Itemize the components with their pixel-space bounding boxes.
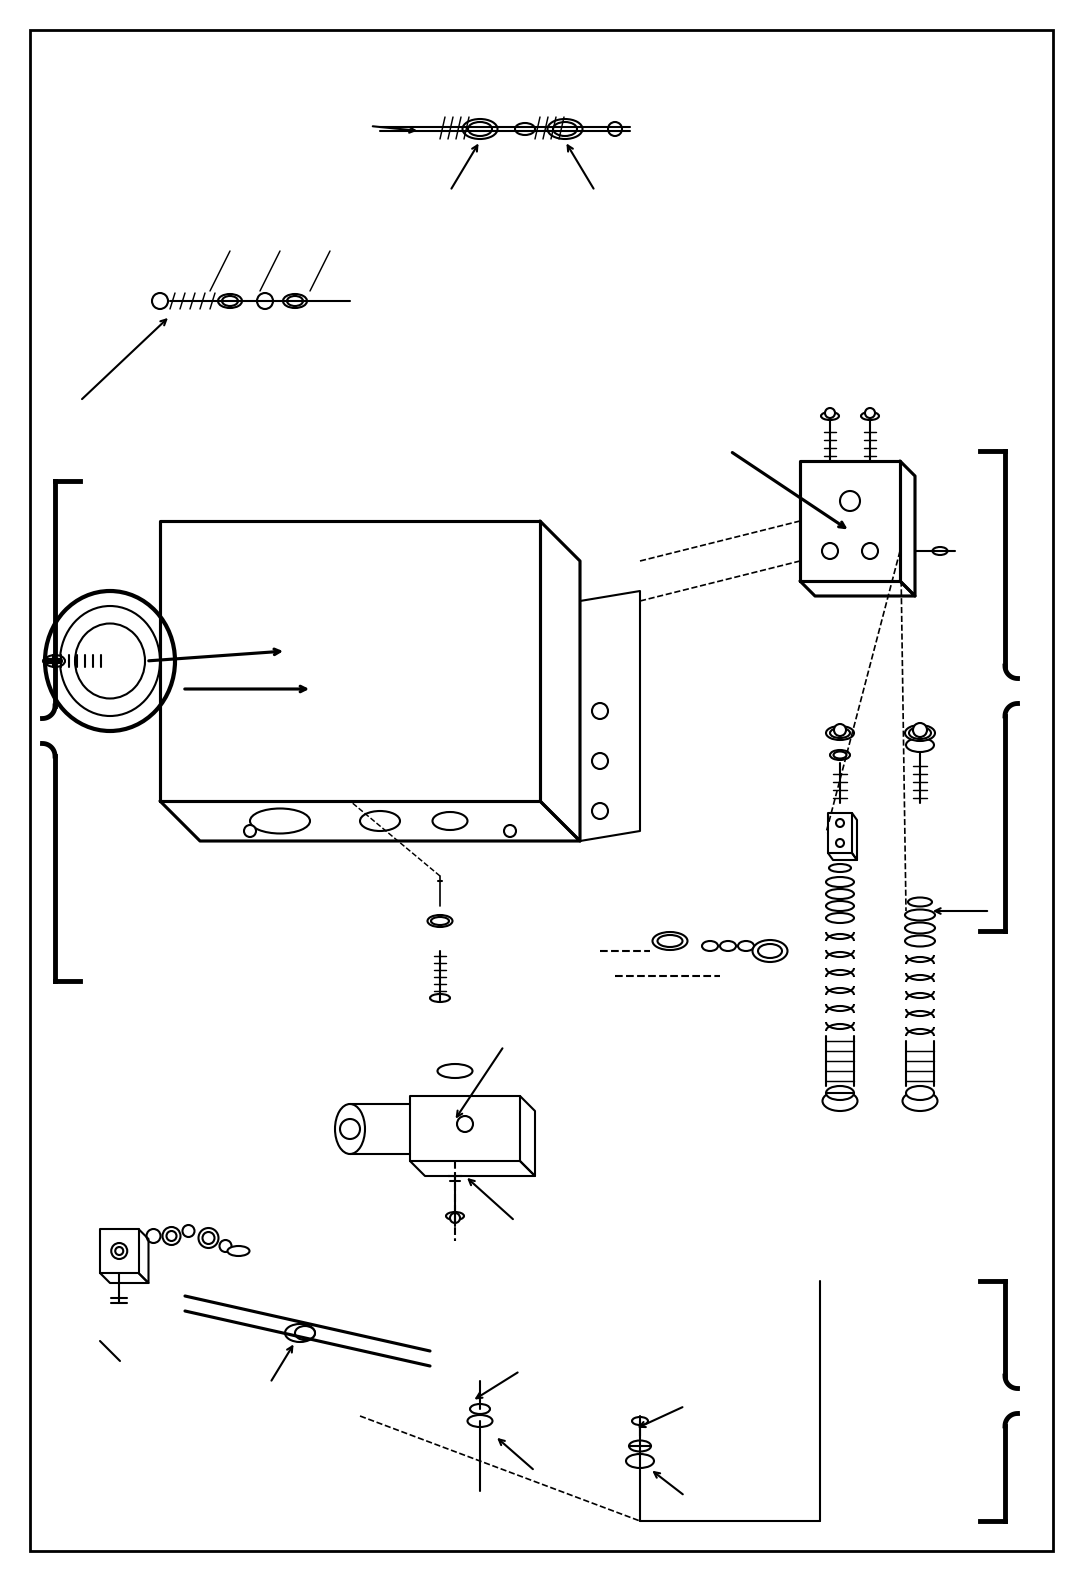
Circle shape (115, 1247, 123, 1255)
Circle shape (244, 825, 256, 836)
Ellipse shape (821, 413, 839, 421)
Circle shape (257, 292, 273, 308)
Circle shape (592, 753, 608, 768)
Ellipse shape (462, 119, 497, 139)
Ellipse shape (758, 944, 782, 958)
Ellipse shape (45, 591, 175, 730)
Circle shape (220, 1240, 232, 1252)
Ellipse shape (335, 1104, 365, 1154)
Circle shape (162, 1227, 181, 1244)
Ellipse shape (45, 655, 65, 667)
Circle shape (457, 1116, 473, 1132)
Ellipse shape (283, 294, 306, 308)
Ellipse shape (60, 606, 160, 716)
Ellipse shape (548, 119, 583, 139)
Ellipse shape (906, 738, 934, 753)
Ellipse shape (702, 941, 718, 952)
Ellipse shape (468, 1415, 493, 1428)
Ellipse shape (360, 811, 400, 832)
Ellipse shape (222, 296, 238, 307)
Circle shape (340, 1119, 360, 1138)
Circle shape (865, 408, 875, 417)
Ellipse shape (632, 1417, 648, 1424)
Ellipse shape (438, 1064, 472, 1078)
Ellipse shape (468, 122, 492, 136)
Circle shape (504, 825, 516, 836)
Circle shape (152, 292, 168, 308)
Ellipse shape (932, 547, 948, 555)
Ellipse shape (431, 917, 449, 925)
Circle shape (608, 122, 622, 136)
Ellipse shape (826, 726, 854, 740)
Circle shape (198, 1228, 219, 1247)
Ellipse shape (720, 941, 736, 952)
Circle shape (834, 724, 846, 737)
Ellipse shape (657, 934, 682, 947)
Ellipse shape (626, 1455, 654, 1469)
Ellipse shape (295, 1326, 315, 1341)
Ellipse shape (909, 727, 931, 738)
Ellipse shape (908, 898, 932, 906)
Ellipse shape (652, 933, 688, 950)
Circle shape (167, 1232, 177, 1241)
Ellipse shape (250, 808, 310, 833)
Ellipse shape (738, 941, 754, 952)
Ellipse shape (826, 901, 854, 911)
Ellipse shape (905, 936, 935, 947)
Circle shape (913, 723, 927, 737)
Ellipse shape (218, 294, 242, 308)
Circle shape (862, 542, 878, 560)
Ellipse shape (830, 727, 850, 738)
Ellipse shape (826, 877, 854, 887)
Ellipse shape (826, 912, 854, 923)
Ellipse shape (75, 623, 145, 699)
Ellipse shape (516, 123, 535, 134)
Ellipse shape (287, 296, 303, 307)
Ellipse shape (470, 1404, 490, 1413)
Circle shape (592, 803, 608, 819)
Ellipse shape (834, 751, 847, 759)
Circle shape (840, 492, 860, 511)
Ellipse shape (826, 1086, 854, 1100)
Ellipse shape (828, 863, 851, 873)
Circle shape (112, 1243, 127, 1258)
Ellipse shape (227, 1246, 249, 1255)
Circle shape (183, 1225, 195, 1236)
Ellipse shape (753, 941, 787, 961)
Circle shape (592, 704, 608, 719)
Ellipse shape (905, 922, 935, 933)
Ellipse shape (902, 1091, 938, 1111)
Circle shape (836, 840, 844, 847)
Circle shape (825, 408, 835, 417)
Ellipse shape (826, 889, 854, 900)
Ellipse shape (830, 749, 850, 760)
Circle shape (146, 1228, 160, 1243)
Ellipse shape (285, 1323, 315, 1342)
Ellipse shape (432, 813, 468, 830)
Ellipse shape (428, 915, 453, 926)
Ellipse shape (553, 122, 577, 136)
Ellipse shape (905, 726, 935, 741)
Circle shape (451, 1213, 460, 1224)
Ellipse shape (906, 1086, 934, 1100)
Ellipse shape (822, 1091, 858, 1111)
Ellipse shape (430, 994, 451, 1002)
Circle shape (822, 542, 838, 560)
Ellipse shape (905, 909, 935, 920)
Ellipse shape (861, 413, 879, 421)
Ellipse shape (629, 1440, 651, 1451)
Circle shape (836, 819, 844, 827)
Circle shape (203, 1232, 214, 1244)
Ellipse shape (446, 1213, 464, 1221)
